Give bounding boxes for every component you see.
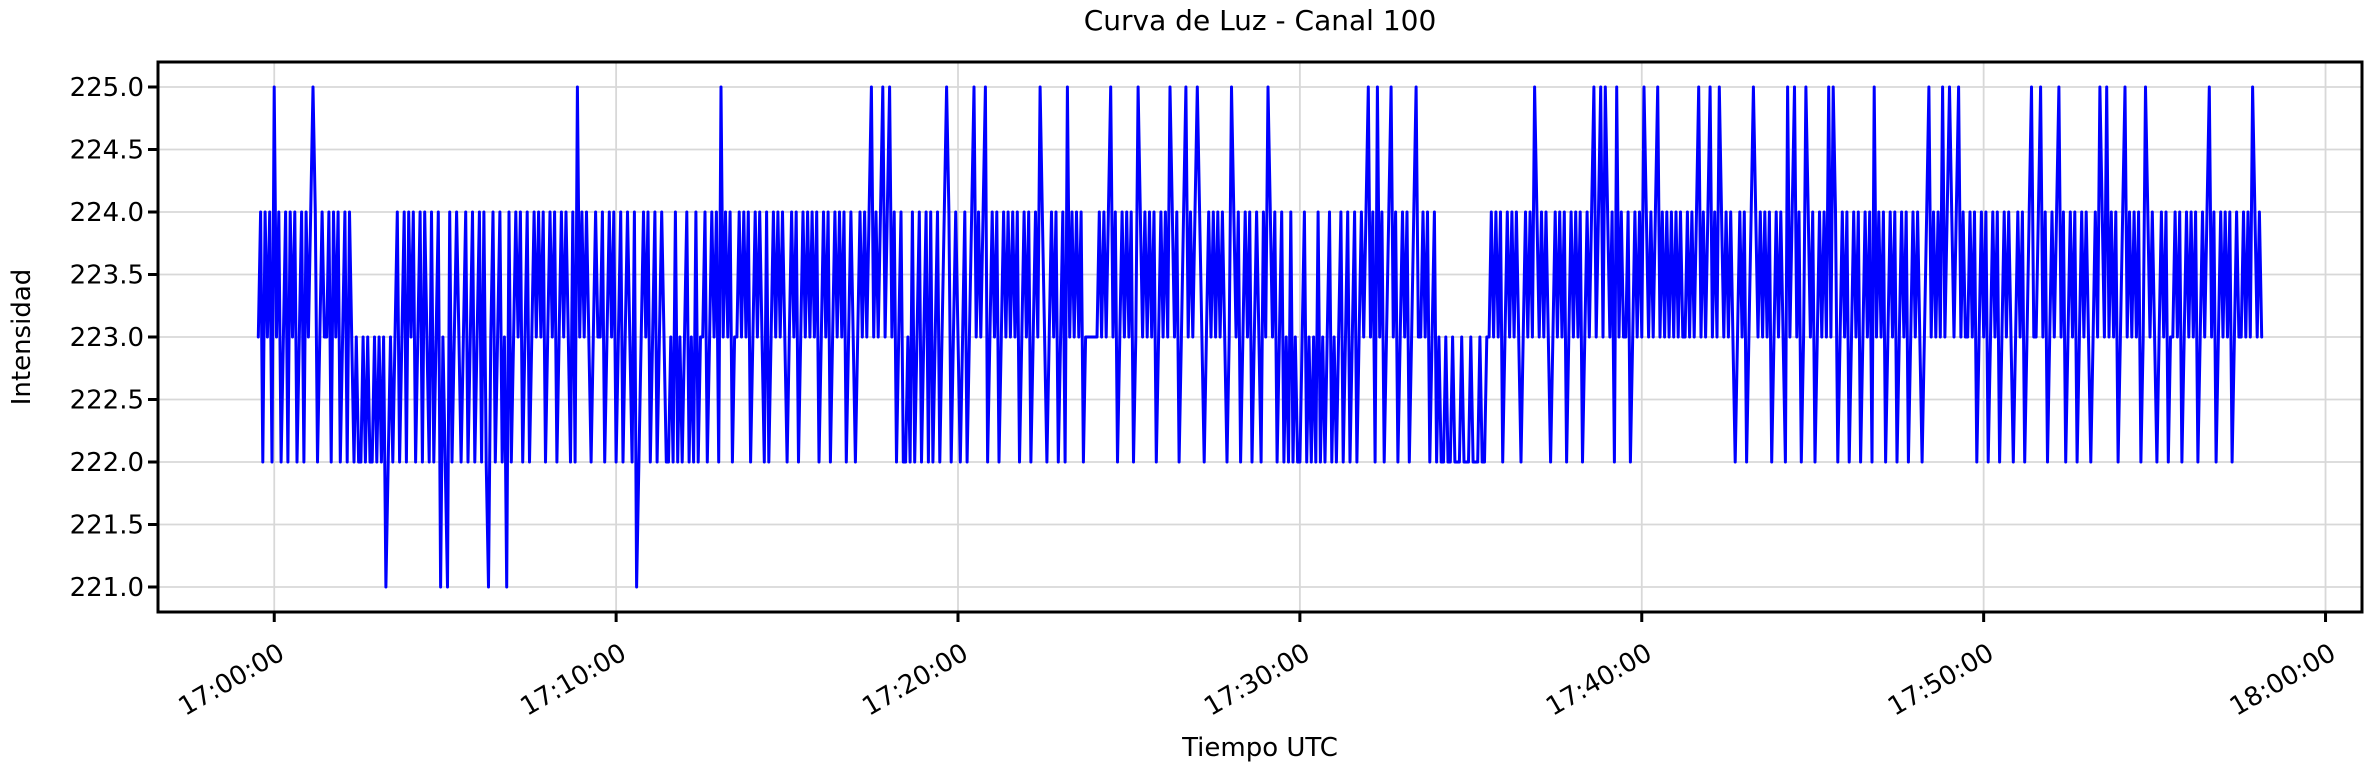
y-tick-label: 222.5 [70, 386, 144, 416]
x-axis-label: Tiempo UTC [1182, 733, 1338, 763]
y-tick-label: 224.5 [70, 136, 144, 166]
x-tick-label: 17:50:00 [1883, 638, 1999, 722]
light-curve-line [256, 85, 2264, 589]
y-tick-label: 221.0 [70, 573, 144, 603]
x-tick-label: 17:00:00 [174, 638, 290, 722]
y-tick-label: 221.5 [70, 511, 144, 541]
chart-title: Curva de Luz - Canal 100 [1083, 4, 1437, 37]
y-tick-label: 224.0 [70, 198, 144, 228]
x-tick-label: 17:40:00 [1541, 638, 1657, 722]
x-tick-label: 17:10:00 [515, 638, 631, 722]
y-tick-label: 223.0 [70, 323, 144, 353]
y-tick-label: 223.5 [70, 261, 144, 291]
x-tick-label: 17:20:00 [857, 638, 973, 722]
x-tick-label: 17:30:00 [1199, 638, 1315, 722]
x-tick-label: 18:00:00 [2225, 638, 2341, 722]
y-tick-label: 225.0 [70, 73, 144, 103]
y-tick-label: 222.0 [70, 448, 144, 478]
